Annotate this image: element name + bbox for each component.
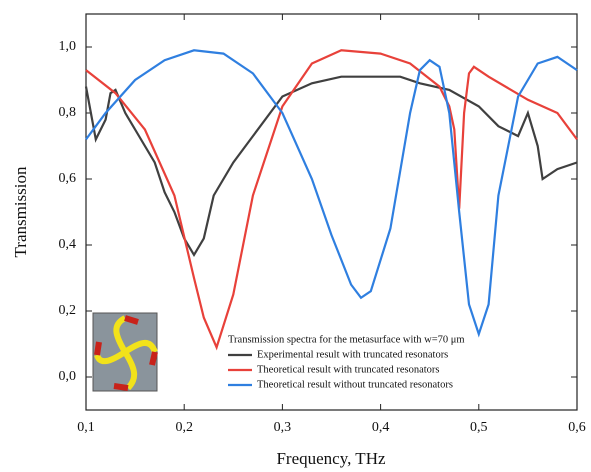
y-tick-label: 0,8 [59,105,77,120]
y-tick-label: 0,4 [59,237,77,252]
x-tick-label: 0,5 [470,420,488,435]
x-tick-label: 0,2 [175,420,193,435]
y-tick-label: 1,0 [59,39,77,54]
y-tick-label: 0,2 [59,303,77,318]
legend-label: Experimental result with truncated reson… [257,349,448,360]
series-line [85,49,578,338]
legend-label: Theoretical result with truncated resona… [257,364,440,375]
y-axis-title: Transmission [11,166,30,258]
x-tick-label: 0,3 [274,420,292,435]
x-tick-label: 0,1 [77,420,95,435]
y-tick-label: 0,6 [59,171,77,186]
x-axis-title: Frequency, THz [276,449,386,468]
inset-image [92,312,158,392]
legend-label: Theoretical result without truncated res… [257,379,453,390]
x-tick-label: 0,4 [372,420,390,435]
y-tick-label: 0,0 [59,369,77,384]
series-line [85,49,578,351]
legend-title: Transmission spectra for the metasurface… [228,334,465,345]
plot-frame [85,13,578,411]
x-tick-label: 0,6 [568,420,586,435]
